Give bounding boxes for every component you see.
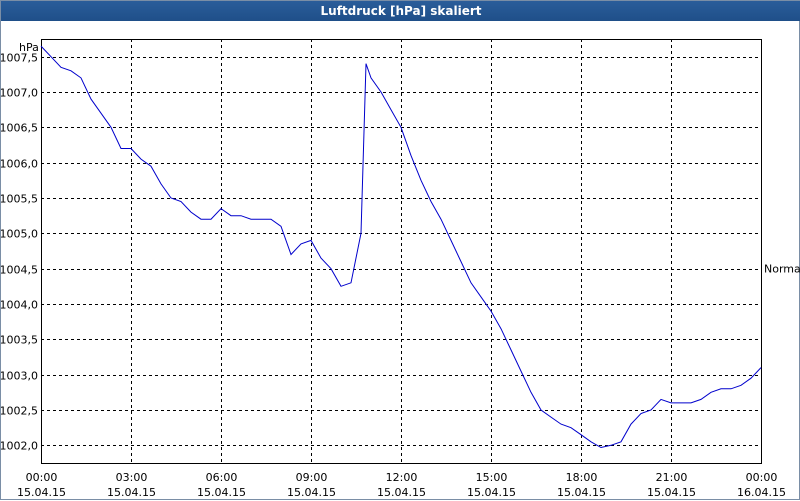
- grid-layer: [41, 39, 761, 463]
- x-axis: 00:00 15.04.15 03:00 15.04.15 06:00 15.04.15 0…: [17, 471, 786, 499]
- y-tick-label: 1007,5: [1, 52, 38, 65]
- x-tick-time: 03:00: [116, 471, 148, 484]
- plot-area: [41, 39, 762, 464]
- y-tick-label: 1002,0: [1, 440, 38, 453]
- x-tick-date: 15.04.15: [467, 486, 516, 499]
- x-tick-date: 15.04.15: [197, 486, 246, 499]
- x-tick-date: 15.04.15: [647, 486, 696, 499]
- x-tick-time: 00:00: [746, 471, 778, 484]
- y-tick-label: 1003,0: [1, 370, 38, 383]
- x-tick-time: 00:00: [26, 471, 58, 484]
- x-tick-time: 06:00: [206, 471, 238, 484]
- x-tick-time: 21:00: [656, 471, 688, 484]
- y-tick-label: 1006,5: [1, 122, 38, 135]
- y-tick-label: 1007,0: [1, 87, 38, 100]
- x-tick-time: 09:00: [296, 471, 328, 484]
- y-tick-label: 1005,0: [1, 228, 38, 241]
- x-tick-time: 12:00: [386, 471, 418, 484]
- x-tick-date: 15.04.15: [557, 486, 606, 499]
- y-tick-label: 1004,0: [1, 299, 38, 312]
- x-tick-time: 15:00: [476, 471, 508, 484]
- x-tick-date: 15.04.15: [377, 486, 426, 499]
- y-axis-unit-label: hPa: [19, 41, 39, 54]
- pressure-series-line: [40, 45, 762, 449]
- x-tick-date: 15.04.15: [287, 486, 336, 499]
- x-tick-date: 15.04.15: [17, 486, 66, 499]
- x-tick-date: 15.04.15: [107, 486, 156, 499]
- y-axis: 1002,0 1002,5 1003,0 1003,5 1004,0 1004,5 1005…: [1, 52, 38, 453]
- x-tick-time: 18:00: [566, 471, 598, 484]
- y-tick-label: 1003,5: [1, 334, 38, 347]
- y-tick-label: 1004,5: [1, 264, 38, 277]
- y-tick-label: 1005,5: [1, 193, 38, 206]
- x-tick-date: 16.04.15: [737, 486, 786, 499]
- window-title: Luftdruck [hPa] skaliert: [1, 1, 800, 21]
- y-tick-label: 1006,0: [1, 158, 38, 171]
- y-tick-label: 1002,5: [1, 405, 38, 418]
- normal-reference-label: Normal: [764, 263, 800, 276]
